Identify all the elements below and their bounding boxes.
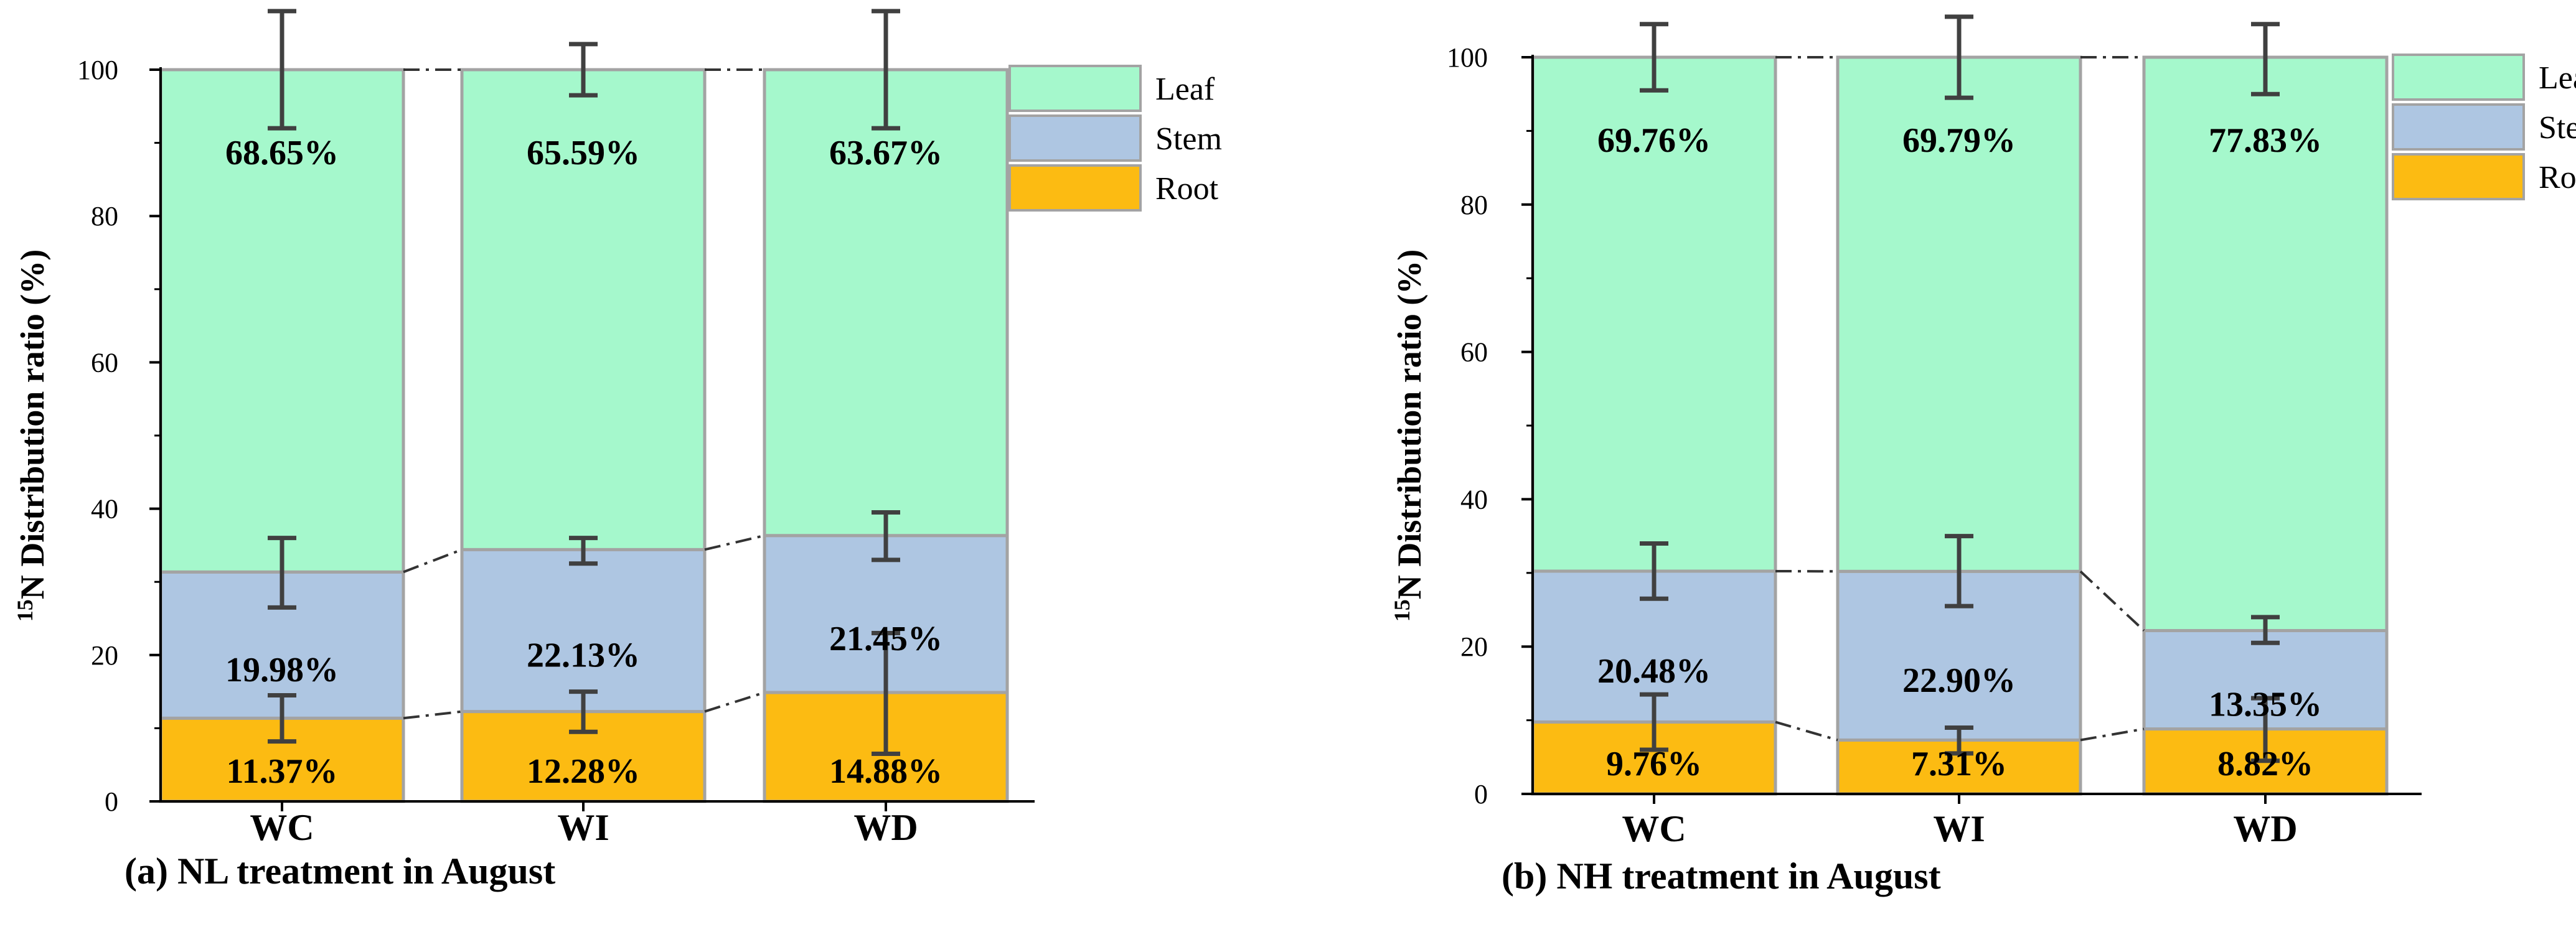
legend-item-stem: Stem xyxy=(1010,116,1222,161)
connector-root-2 xyxy=(705,693,764,712)
label-root-wd: 14.88% xyxy=(829,752,942,791)
connector-stem-2 xyxy=(2080,571,2144,630)
legend-item-stem: Stem xyxy=(2393,105,2576,149)
legend-label-leaf: Leaf xyxy=(1155,72,1215,107)
legend-swatch-root xyxy=(2393,154,2524,199)
category-label-wd: WD xyxy=(853,807,918,848)
y-tick-label: 20 xyxy=(91,640,118,671)
category-label-wd: WD xyxy=(2233,808,2297,849)
y-tick-label: 0 xyxy=(1474,779,1488,809)
chart-panel-1: 11.37% 19.98% 68.65% 12.28% 22.13% 65.59% 14.8… xyxy=(12,11,1222,892)
y-tick-label: 60 xyxy=(91,347,118,378)
label-root-wi: 12.28% xyxy=(527,752,640,791)
label-stem-wc: 19.98% xyxy=(225,651,339,689)
category-label-wc: WC xyxy=(250,807,314,848)
legend-swatch-leaf xyxy=(1010,66,1140,111)
label-stem-wd: 21.45% xyxy=(829,620,942,658)
y-axis-title: 15N Distribution ratio (%) xyxy=(12,249,51,622)
connector-root-1 xyxy=(1775,722,1838,740)
y-tick-label: 20 xyxy=(1460,632,1488,662)
label-stem-wd: 13.35% xyxy=(2209,686,2322,724)
label-root-wc: 9.76% xyxy=(1606,745,1702,783)
legend-swatch-leaf xyxy=(2393,55,2524,100)
label-stem-wi: 22.13% xyxy=(527,636,640,674)
label-root-wd: 8.82% xyxy=(2217,745,2313,783)
legend-label-root: Root xyxy=(1155,171,1219,207)
label-leaf-wd: 63.67% xyxy=(829,134,942,172)
bar-stem-wi xyxy=(462,549,705,711)
y-tick-label: 100 xyxy=(77,55,118,85)
legend-item-root: Root xyxy=(1010,166,1219,210)
legend-label-root: Root xyxy=(2539,160,2576,195)
y-tick-label: 40 xyxy=(91,494,118,525)
category-label-wi: WI xyxy=(1933,808,1985,849)
y-tick-label: 40 xyxy=(1460,484,1488,515)
category-label-wi: WI xyxy=(557,807,609,848)
panel-caption: (b) NH treatment in August xyxy=(1502,856,1941,897)
legend-swatch-stem xyxy=(2393,105,2524,149)
legend-swatch-root xyxy=(1010,166,1140,210)
category-label-wc: WC xyxy=(1622,808,1686,849)
chart-panel-2: 9.76% 20.48% 69.76% 7.31% 22.90% 69.79% 8.82% 1… xyxy=(1389,17,2576,897)
legend-label-stem: Stem xyxy=(2539,110,2576,146)
label-leaf-wi: 69.79% xyxy=(1902,121,2016,160)
y-axis-title: 15N Distribution ratio (%) xyxy=(1389,249,1428,622)
legend-item-leaf: Leaf xyxy=(2393,55,2576,100)
legend-item-leaf: Leaf xyxy=(1010,66,1215,111)
connector-stem-1 xyxy=(403,549,462,572)
label-stem-wc: 20.48% xyxy=(1597,652,1711,691)
legend-label-stem: Stem xyxy=(1155,121,1222,157)
connector-stem-2 xyxy=(705,536,764,550)
label-stem-wi: 22.90% xyxy=(1902,661,2016,700)
label-leaf-wd: 77.83% xyxy=(2209,121,2322,160)
label-leaf-wc: 69.76% xyxy=(1597,121,1711,160)
legend-label-leaf: Leaf xyxy=(2539,60,2576,96)
panel-caption: (a) NL treatment in August xyxy=(125,851,555,892)
label-root-wi: 7.31% xyxy=(1911,745,2007,783)
y-tick-label: 80 xyxy=(1460,190,1488,220)
legend-swatch-stem xyxy=(1010,116,1140,161)
label-leaf-wc: 68.65% xyxy=(225,134,339,172)
y-tick-label: 0 xyxy=(105,786,118,817)
legend-item-root: Root xyxy=(2393,154,2576,199)
y-tick-label: 60 xyxy=(1460,337,1488,368)
y-tick-label: 80 xyxy=(91,201,118,231)
y-tick-label: 100 xyxy=(1447,42,1488,73)
connector-root-2 xyxy=(2080,729,2144,740)
connector-root-1 xyxy=(403,712,462,719)
label-root-wc: 11.37% xyxy=(227,752,338,791)
label-leaf-wi: 65.59% xyxy=(527,134,640,172)
